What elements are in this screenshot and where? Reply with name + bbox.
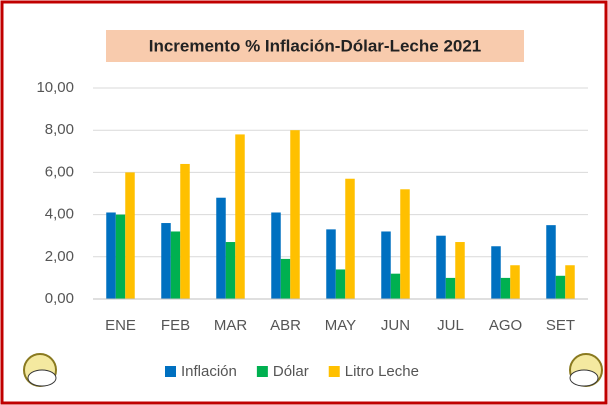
y-tick-label: 4,00 bbox=[45, 206, 74, 223]
bar bbox=[235, 134, 245, 299]
legend-swatch bbox=[165, 366, 176, 377]
bar bbox=[125, 172, 135, 299]
bar bbox=[565, 265, 575, 299]
x-tick-label: ENE bbox=[105, 317, 136, 334]
bar bbox=[400, 189, 410, 299]
bar bbox=[271, 212, 281, 299]
legend-swatch bbox=[256, 366, 268, 377]
y-tick-label: 10,00 bbox=[36, 79, 74, 96]
bar bbox=[326, 229, 336, 299]
bar bbox=[290, 130, 300, 299]
x-tick-label: JUL bbox=[437, 317, 464, 334]
bar bbox=[225, 242, 236, 299]
bar bbox=[345, 178, 355, 299]
bar bbox=[546, 225, 556, 299]
bar bbox=[280, 258, 291, 299]
chart-title: Incremento % Inflación-Dólar-Leche 2021 bbox=[149, 36, 482, 55]
y-tick-label: 8,00 bbox=[45, 121, 74, 138]
bar bbox=[335, 269, 346, 299]
cow-icon-right bbox=[569, 353, 603, 387]
bar bbox=[180, 163, 190, 299]
bar bbox=[500, 277, 511, 299]
bar bbox=[161, 223, 171, 299]
bar bbox=[455, 242, 465, 299]
bar bbox=[170, 231, 181, 299]
bar bbox=[381, 231, 391, 299]
y-tick-label: 6,00 bbox=[45, 163, 74, 180]
legend-label: Dólar bbox=[273, 363, 309, 380]
legend-label: Litro Leche bbox=[345, 363, 419, 380]
bar bbox=[115, 214, 126, 299]
y-tick-label: 0,00 bbox=[45, 290, 74, 307]
x-tick-label: MAY bbox=[325, 317, 356, 334]
bar bbox=[491, 246, 501, 299]
bar bbox=[510, 265, 520, 299]
x-tick-label: FEB bbox=[161, 317, 190, 334]
bar bbox=[555, 275, 566, 299]
bar bbox=[436, 235, 446, 299]
bar bbox=[216, 197, 226, 299]
x-tick-label: AGO bbox=[489, 317, 522, 334]
x-tick-label: SET bbox=[546, 317, 575, 334]
x-tick-label: JUN bbox=[381, 317, 410, 334]
title-box bbox=[106, 30, 524, 62]
x-tick-label: MAR bbox=[214, 317, 248, 334]
y-tick-label: 2,00 bbox=[45, 248, 74, 265]
bar bbox=[445, 277, 456, 299]
x-tick-label: ABR bbox=[270, 317, 301, 334]
legend-swatch bbox=[328, 366, 340, 377]
cow-icon-left bbox=[23, 353, 57, 387]
bar bbox=[390, 273, 401, 299]
legend-label: Inflación bbox=[181, 363, 237, 380]
bar bbox=[106, 212, 116, 299]
